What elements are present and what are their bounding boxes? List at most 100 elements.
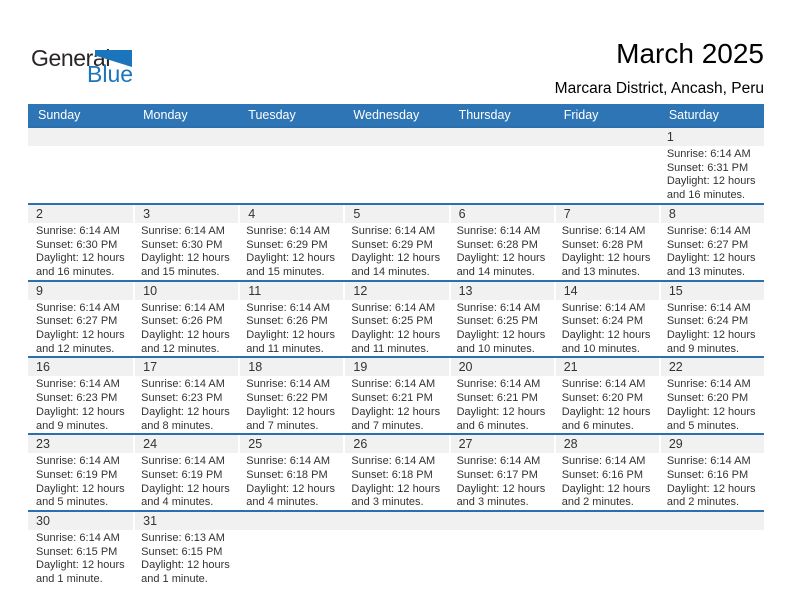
detail-line: Sunrise: 6:14 AM [561,301,646,314]
day-details: Sunrise: 6:14 AM Sunset: 6:24 PM Daylight:… [659,300,764,357]
day-name-header: Friday [563,108,599,122]
day-details: Sunrise: 6:14 AM Sunset: 6:28 PM Daylight:… [554,223,659,280]
day-cell: 8 Sunrise: 6:14 AM Sunset: 6:27 PM Daylight… [658,204,764,280]
day-number: 26 [343,435,449,454]
week-row: 23 Sunrise: 6:14 AM Sunset: 6:19 PM Dayligh… [28,433,764,510]
detail-line: Daylight: 12 hours [246,329,335,342]
day-details: Sunrise: 6:14 AM Sunset: 6:19 PM Daylight:… [28,453,133,510]
detail-line: and 3 minutes. [456,496,529,509]
day-details: Sunrise: 6:14 AM Sunset: 6:27 PM Daylight:… [659,223,764,280]
day-number: 31 [133,512,239,531]
day-number: 28 [553,435,659,454]
general-blue-logo: General Blue [31,47,161,95]
detail-line: Sunrise: 6:14 AM [456,224,541,237]
day-details [449,146,554,148]
detail-line: Daylight: 12 hours [36,329,125,342]
detail-line: and 12 minutes. [141,342,220,355]
detail-line: Sunset: 6:20 PM [666,392,749,405]
detail-line: Sunrise: 6:14 AM [666,455,751,468]
week-row: 2 Sunrise: 6:14 AM Sunset: 6:30 PM Daylight… [28,202,764,280]
empty-cell [133,128,239,203]
day-number: 17 [133,358,239,377]
detail-line: Sunset: 6:15 PM [141,545,223,558]
logo-word-general: General [31,45,111,71]
detail-line: Sunset: 6:25 PM [456,315,538,328]
day-details: Sunrise: 6:14 AM Sunset: 6:23 PM Daylight:… [133,376,238,433]
day-cell: 20 Sunrise: 6:14 AM Sunset: 6:21 PM Dayligh… [448,358,554,433]
detail-line: Daylight: 12 hours [456,329,546,342]
day-number: 19 [343,358,449,377]
detail-line: and 10 minutes. [456,342,535,355]
day-number: 16 [28,358,134,377]
day-cell: 30 Sunrise: 6:14 AM Sunset: 6:15 PM Dayligh… [28,512,134,587]
day-details: Sunrise: 6:14 AM Sunset: 6:18 PM Daylight:… [343,453,448,510]
detail-line: and 6 minutes. [561,419,634,432]
day-details: Sunrise: 6:14 AM Sunset: 6:29 PM Daylight:… [343,223,448,280]
detail-line: Sunset: 6:23 PM [141,392,223,405]
detail-line: Sunrise: 6:14 AM [141,455,225,468]
day-details [554,146,659,148]
detail-line: Daylight: 12 hours [666,175,756,188]
day-number: 13 [448,281,554,300]
detail-line: and 5 minutes. [36,496,109,509]
detail-line: Daylight: 12 hours [666,405,756,418]
day-number: 12 [343,281,449,300]
detail-line: Sunrise: 6:14 AM [246,378,331,391]
detail-line: Daylight: 12 hours [36,252,125,265]
empty-cell [343,128,449,203]
detail-line: and 2 minutes. [561,496,634,509]
calendar-grid: 1 Sunrise: 6:14 AM Sunset: 6:31 PM Daylight… [28,126,764,587]
logo-word-blue: Blue [87,61,134,87]
empty-cell [238,512,344,587]
detail-line: Sunrise: 6:14 AM [36,532,120,545]
day-details: Sunrise: 6:14 AM Sunset: 6:25 PM Daylight:… [343,300,448,357]
day-number: 25 [238,435,344,454]
day-cell: 12 Sunrise: 6:14 AM Sunset: 6:25 PM Dayligh… [343,281,449,357]
day-details: Sunrise: 6:14 AM Sunset: 6:16 PM Daylight:… [554,453,659,510]
day-details: Sunrise: 6:14 AM Sunset: 6:15 PM Daylight:… [28,530,133,587]
detail-line: and 10 minutes. [561,342,640,355]
day-details: Sunrise: 6:14 AM Sunset: 6:26 PM Daylight:… [238,300,343,357]
day-details: Sunrise: 6:14 AM Sunset: 6:20 PM Daylight:… [659,376,764,433]
day-cell: 6 Sunrise: 6:14 AM Sunset: 6:28 PM Daylight… [448,204,554,280]
detail-line: Sunrise: 6:14 AM [36,224,120,237]
detail-line: Daylight: 12 hours [351,252,441,265]
detail-line: Daylight: 12 hours [141,405,230,418]
detail-line: Sunset: 6:27 PM [666,238,749,251]
detail-line: Sunrise: 6:14 AM [141,224,225,237]
detail-line: Sunset: 6:16 PM [561,468,644,481]
day-name-header: Saturday [668,108,719,122]
detail-line: and 7 minutes. [351,419,424,432]
detail-line: and 16 minutes. [36,265,115,278]
detail-line: Sunset: 6:28 PM [456,238,538,251]
detail-line: Daylight: 12 hours [36,482,125,495]
day-number: 30 [28,512,134,531]
detail-line: Sunset: 6:24 PM [561,315,644,328]
detail-line: Sunrise: 6:14 AM [246,455,331,468]
day-number: 24 [133,435,239,454]
day-cell: 24 Sunrise: 6:14 AM Sunset: 6:19 PM Dayligh… [133,435,239,510]
detail-line: Daylight: 12 hours [561,329,651,342]
day-name-header: Tuesday [248,108,296,122]
day-number [238,512,344,531]
day-details: Sunrise: 6:14 AM Sunset: 6:17 PM Daylight:… [449,453,554,510]
day-number [553,128,659,146]
detail-line: Sunset: 6:20 PM [561,392,644,405]
empty-cell [448,512,554,587]
day-details: Sunrise: 6:14 AM Sunset: 6:28 PM Daylight:… [449,223,554,280]
location-subtitle: Marcara District, Ancash, Peru [554,80,764,97]
detail-line: Daylight: 12 hours [36,405,125,418]
detail-line: Sunrise: 6:14 AM [36,455,120,468]
detail-line: Sunset: 6:25 PM [351,315,433,328]
day-number: 1 [658,128,764,146]
detail-line: Daylight: 12 hours [141,329,230,342]
detail-line: and 11 minutes. [351,342,429,355]
day-number [133,128,239,146]
day-number: 5 [343,204,449,223]
detail-line: Sunset: 6:18 PM [351,468,433,481]
detail-line: Daylight: 12 hours [351,329,441,342]
day-details: Sunrise: 6:14 AM Sunset: 6:30 PM Daylight:… [133,223,238,280]
detail-line: Sunset: 6:15 PM [36,545,118,558]
day-details [28,146,133,148]
